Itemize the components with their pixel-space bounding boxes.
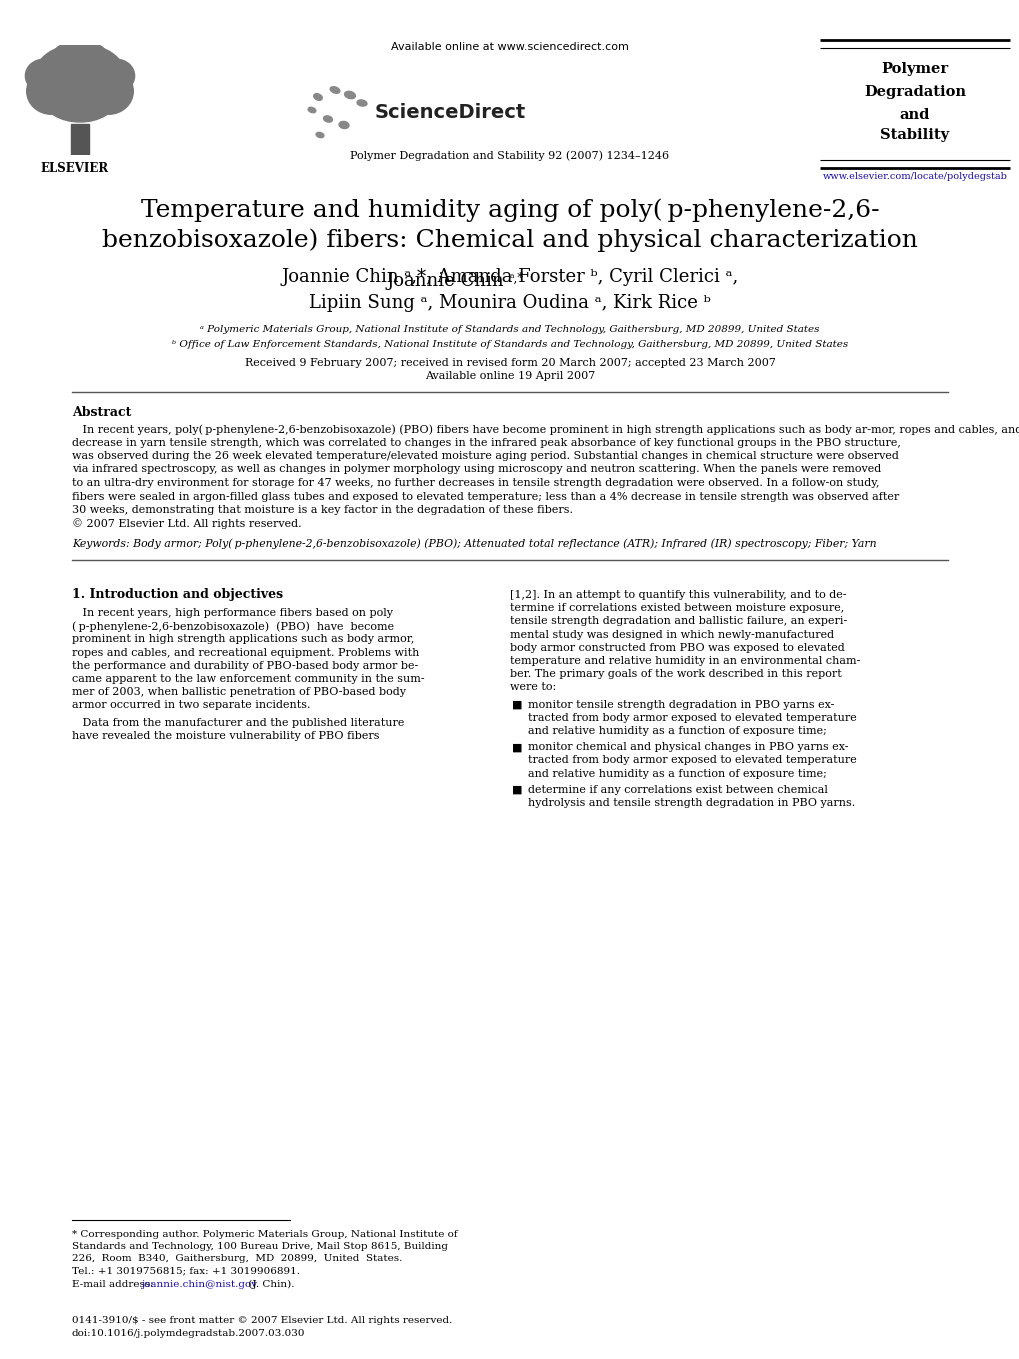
- Text: ᵃ Polymeric Materials Group, National Institute of Standards and Technology, Gai: ᵃ Polymeric Materials Group, National In…: [200, 325, 819, 334]
- Text: was observed during the 26 week elevated temperature/elevated moisture aging per: was observed during the 26 week elevated…: [72, 451, 898, 461]
- Ellipse shape: [323, 116, 332, 122]
- Text: ELSEVIER: ELSEVIER: [41, 162, 109, 175]
- Text: via infrared spectroscopy, as well as changes in polymer morphology using micros: via infrared spectroscopy, as well as ch…: [72, 465, 880, 474]
- Ellipse shape: [357, 101, 367, 106]
- Text: In recent years, high performance fibers based on poly: In recent years, high performance fibers…: [72, 607, 392, 618]
- Text: temperature and relative humidity in an environmental cham-: temperature and relative humidity in an …: [510, 656, 860, 666]
- Text: Degradation: Degradation: [863, 86, 965, 99]
- Text: body armor constructed from PBO was exposed to elevated: body armor constructed from PBO was expo…: [510, 643, 844, 652]
- Text: 1. Introduction and objectives: 1. Introduction and objectives: [72, 588, 283, 601]
- Text: ■: ■: [512, 742, 522, 752]
- Text: tracted from body armor exposed to elevated temperature: tracted from body armor exposed to eleva…: [528, 756, 856, 765]
- Ellipse shape: [314, 94, 322, 101]
- Ellipse shape: [98, 60, 135, 92]
- Text: www.elsevier.com/locate/polydegstab: www.elsevier.com/locate/polydegstab: [821, 173, 1007, 181]
- Text: Lipiin Sung ᵃ, Mounira Oudina ᵃ, Kirk Rice ᵇ: Lipiin Sung ᵃ, Mounira Oudina ᵃ, Kirk Ri…: [309, 294, 710, 313]
- Text: to an ultra-dry environment for storage for 47 weeks, no further decreases in te: to an ultra-dry environment for storage …: [72, 478, 878, 488]
- Text: decrease in yarn tensile strength, which was correlated to changes in the infrar: decrease in yarn tensile strength, which…: [72, 438, 900, 447]
- Text: ScienceDirect: ScienceDirect: [375, 103, 526, 122]
- Text: 0141-3910/$ - see front matter © 2007 Elsevier Ltd. All rights reserved.: 0141-3910/$ - see front matter © 2007 El…: [72, 1316, 452, 1325]
- Text: Temperature and humidity aging of poly( p-phenylene-2,6-: Temperature and humidity aging of poly( …: [141, 198, 878, 222]
- Text: © 2007 Elsevier Ltd. All rights reserved.: © 2007 Elsevier Ltd. All rights reserved…: [72, 519, 302, 529]
- Text: Available online 19 April 2007: Available online 19 April 2007: [425, 371, 594, 381]
- Text: Stability: Stability: [879, 128, 949, 141]
- Text: determine if any correlations exist between chemical: determine if any correlations exist betw…: [528, 784, 827, 795]
- Ellipse shape: [316, 132, 324, 137]
- Text: mental study was designed in which newly-manufactured: mental study was designed in which newly…: [510, 629, 834, 640]
- Text: ( p-phenylene-2,6-benzobisoxazole)  (PBO)  have  become: ( p-phenylene-2,6-benzobisoxazole) (PBO)…: [72, 621, 393, 632]
- Ellipse shape: [344, 91, 355, 99]
- Text: 30 weeks, demonstrating that moisture is a key factor in the degradation of thes: 30 weeks, demonstrating that moisture is…: [72, 506, 573, 515]
- Text: Tel.: +1 3019756815; fax: +1 3019906891.: Tel.: +1 3019756815; fax: +1 3019906891.: [72, 1267, 300, 1275]
- Text: doi:10.1016/j.polymdegradstab.2007.03.030: doi:10.1016/j.polymdegradstab.2007.03.03…: [72, 1329, 306, 1339]
- Text: prominent in high strength applications such as body armor,: prominent in high strength applications …: [72, 635, 414, 644]
- Text: benzobisoxazole) fibers: Chemical and physical characterization: benzobisoxazole) fibers: Chemical and ph…: [102, 228, 917, 251]
- Text: hydrolysis and tensile strength degradation in PBO yarns.: hydrolysis and tensile strength degradat…: [528, 798, 854, 809]
- Ellipse shape: [330, 87, 339, 94]
- Text: have revealed the moisture vulnerability of PBO fibers: have revealed the moisture vulnerability…: [72, 731, 379, 741]
- Ellipse shape: [35, 43, 125, 107]
- Text: In recent years, poly( p-phenylene-2,6-benzobisoxazole) (PBO) fibers have become: In recent years, poly( p-phenylene-2,6-b…: [72, 424, 1019, 435]
- Text: Polymer Degradation and Stability 92 (2007) 1234–1246: Polymer Degradation and Stability 92 (20…: [351, 149, 668, 160]
- Text: Joannie Chin ᵃ,*, Amanda Forster ᵇ, Cyril Clerici ᵃ,: Joannie Chin ᵃ,*, Amanda Forster ᵇ, Cyri…: [281, 268, 738, 285]
- Text: and: and: [899, 107, 929, 122]
- Ellipse shape: [25, 60, 62, 92]
- Ellipse shape: [308, 107, 316, 113]
- Text: joannie.chin@nist.gov: joannie.chin@nist.gov: [141, 1280, 257, 1288]
- Text: and relative humidity as a function of exposure time;: and relative humidity as a function of e…: [528, 769, 826, 779]
- Text: Abstract: Abstract: [72, 406, 131, 419]
- Text: came apparent to the law enforcement community in the sum-: came apparent to the law enforcement com…: [72, 674, 424, 684]
- Text: Joannie Chin: Joannie Chin: [386, 272, 510, 289]
- Bar: [71, 124, 89, 155]
- Text: ᵃ,*: ᵃ,*: [510, 272, 524, 285]
- Text: Available online at www.sciencedirect.com: Available online at www.sciencedirect.co…: [390, 42, 629, 52]
- Text: ᵇ Office of Law Enforcement Standards, National Institute of Standards and Techn: ᵇ Office of Law Enforcement Standards, N…: [172, 340, 847, 349]
- Text: Polymer: Polymer: [880, 63, 948, 76]
- Text: fibers were sealed in argon-filled glass tubes and exposed to elevated temperatu: fibers were sealed in argon-filled glass…: [72, 492, 899, 501]
- Text: armor occurred in two separate incidents.: armor occurred in two separate incidents…: [72, 700, 310, 711]
- Text: Standards and Technology, 100 Bureau Drive, Mail Stop 8615, Building: Standards and Technology, 100 Bureau Dri…: [72, 1242, 447, 1252]
- Text: E-mail address:: E-mail address:: [72, 1280, 157, 1288]
- Text: tensile strength degradation and ballistic failure, an experi-: tensile strength degradation and ballist…: [510, 617, 847, 626]
- Text: * Corresponding author. Polymeric Materials Group, National Institute of: * Corresponding author. Polymeric Materi…: [72, 1230, 458, 1239]
- Text: monitor tensile strength degradation in PBO yarns ex-: monitor tensile strength degradation in …: [528, 700, 834, 709]
- Ellipse shape: [44, 77, 115, 122]
- Text: monitor chemical and physical changes in PBO yarns ex-: monitor chemical and physical changes in…: [528, 742, 848, 752]
- Text: mer of 2003, when ballistic penetration of PBO-based body: mer of 2003, when ballistic penetration …: [72, 688, 406, 697]
- Ellipse shape: [338, 121, 348, 129]
- Text: the performance and durability of PBO-based body armor be-: the performance and durability of PBO-ba…: [72, 660, 418, 671]
- Text: ropes and cables, and recreational equipment. Problems with: ropes and cables, and recreational equip…: [72, 648, 419, 658]
- Text: (J. Chin).: (J. Chin).: [245, 1280, 294, 1290]
- Text: 226,  Room  B340,  Gaithersburg,  MD  20899,  United  States.: 226, Room B340, Gaithersburg, MD 20899, …: [72, 1254, 401, 1263]
- Text: Keywords: Body armor; Poly( p-phenylene-2,6-benzobisoxazole) (PBO); Attenuated t: Keywords: Body armor; Poly( p-phenylene-…: [72, 538, 875, 549]
- Text: termine if correlations existed between moisture exposure,: termine if correlations existed between …: [510, 603, 844, 613]
- Text: ■: ■: [512, 700, 522, 709]
- Text: Data from the manufacturer and the published literature: Data from the manufacturer and the publi…: [72, 718, 404, 727]
- Text: [1,2]. In an attempt to quantify this vulnerability, and to de-: [1,2]. In an attempt to quantify this vu…: [510, 590, 846, 601]
- Text: Received 9 February 2007; received in revised form 20 March 2007; accepted 23 Ma: Received 9 February 2007; received in re…: [245, 357, 774, 368]
- Text: ■: ■: [512, 784, 522, 795]
- Ellipse shape: [84, 68, 133, 114]
- Text: and relative humidity as a function of exposure time;: and relative humidity as a function of e…: [528, 726, 826, 737]
- Text: tracted from body armor exposed to elevated temperature: tracted from body armor exposed to eleva…: [528, 713, 856, 723]
- Text: ber. The primary goals of the work described in this report: ber. The primary goals of the work descr…: [510, 669, 841, 680]
- Ellipse shape: [26, 68, 76, 114]
- Text: were to:: were to:: [510, 682, 555, 692]
- Ellipse shape: [51, 41, 108, 76]
